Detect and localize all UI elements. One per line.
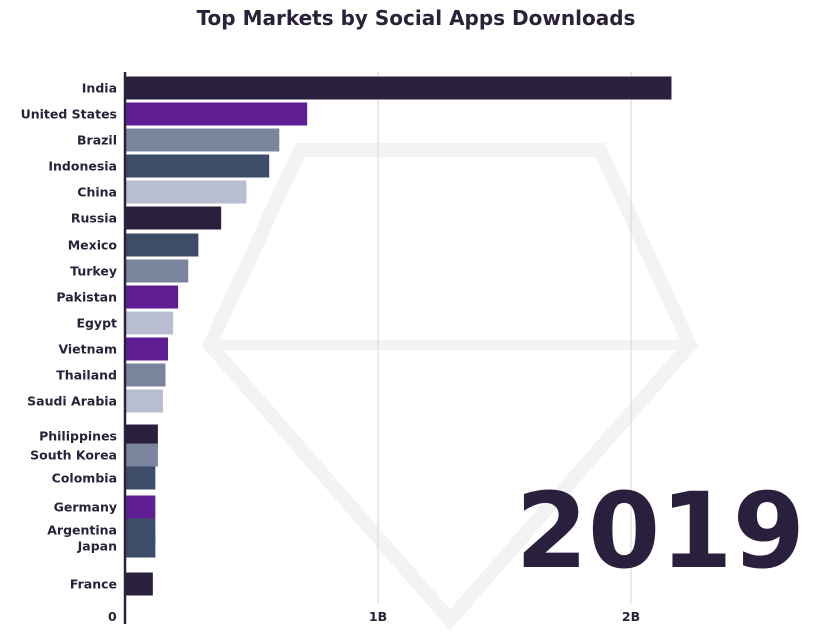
bar-france [125,572,153,596]
bar-brazil [125,128,280,152]
category-label: Thailand [56,368,117,383]
category-label: Vietnam [58,342,117,357]
bar-united-states [125,102,308,126]
bar-indonesia [125,154,270,178]
category-label: India [82,81,117,96]
category-label: Indonesia [48,159,117,174]
category-label: Egypt [76,316,117,331]
category-label: Saudi Arabia [27,394,117,409]
category-label: United States [21,107,117,122]
bar-russia [125,206,222,230]
category-label: Colombia [52,471,117,486]
bar-vietnam [125,337,169,361]
category-label: Mexico [68,238,118,253]
bar-saudi-arabia [125,389,163,413]
bar-colombia [125,466,156,490]
category-label: China [77,185,117,200]
bar-turkey [125,259,189,283]
x-tick-label: 2B [622,609,640,624]
category-label: Russia [71,211,117,226]
year-label: 2019 [516,470,805,592]
category-label: Turkey [70,264,117,279]
bar-south-korea [125,443,158,467]
bar-egypt [125,311,174,335]
category-label: Brazil [77,133,117,148]
bar-thailand [125,363,166,387]
category-label: Japan [77,539,117,554]
x-tick-label: 0 [108,609,117,624]
bar-mexico [125,233,199,257]
bar-china [125,180,247,204]
category-label: Argentina [47,523,117,538]
category-label: France [70,577,117,592]
x-tick-label: 1B [369,609,387,624]
bar-philippines [125,424,158,448]
chart-title: Top Markets by Social Apps Downloads [196,6,636,30]
category-label: Philippines [39,429,117,444]
category-label: Pakistan [56,290,117,305]
bar-india [125,76,672,100]
bar-pakistan [125,285,179,309]
bar-germany [125,495,156,519]
category-label: South Korea [30,448,117,463]
watermark-logo [201,143,699,631]
category-label: Germany [54,500,117,515]
bar-japan [125,534,156,558]
